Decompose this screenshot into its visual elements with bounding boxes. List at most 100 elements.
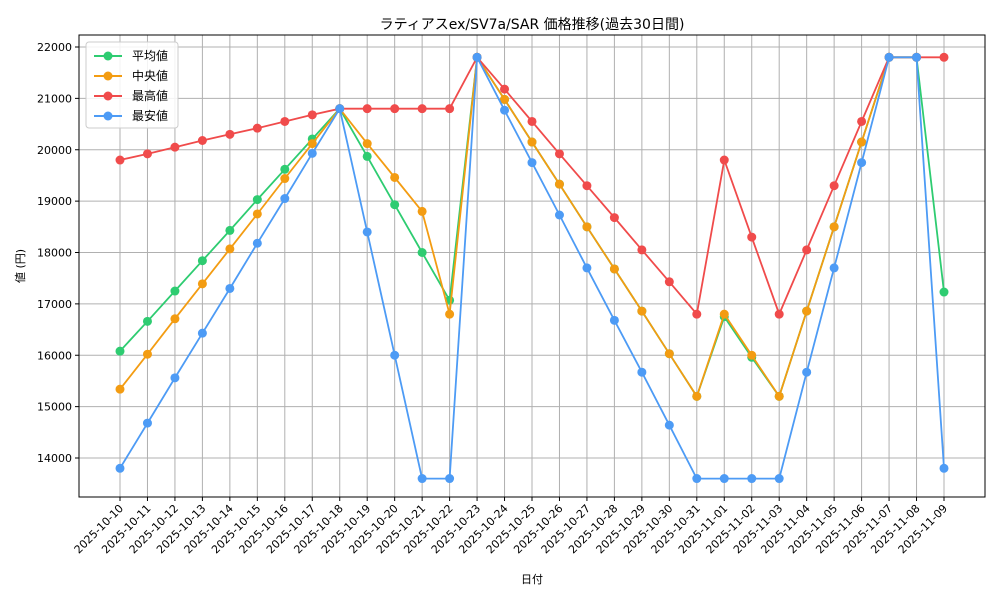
data-point	[527, 116, 537, 126]
data-point	[829, 263, 839, 273]
data-point	[280, 116, 290, 126]
data-point	[307, 148, 317, 158]
data-point	[664, 420, 674, 430]
data-point	[692, 391, 702, 401]
y-tick-label: 19000	[37, 195, 72, 208]
data-point	[719, 155, 729, 165]
data-point	[802, 245, 812, 255]
data-point	[637, 245, 647, 255]
data-point	[500, 105, 510, 115]
data-point	[225, 129, 235, 139]
data-point	[252, 123, 262, 133]
data-point	[307, 110, 317, 120]
data-point	[857, 116, 867, 126]
chart-title: ラティアスex/SV7a/SAR 価格推移(過去30日間)	[380, 17, 685, 33]
legend-box	[85, 41, 179, 129]
data-point	[362, 227, 372, 237]
y-tick-label: 18000	[37, 247, 72, 260]
legend-marker	[103, 91, 113, 101]
data-point	[225, 225, 235, 235]
data-point	[719, 474, 729, 484]
data-point	[390, 200, 400, 210]
data-point	[197, 256, 207, 266]
data-point	[417, 206, 427, 216]
legend-label: 中央値	[132, 68, 168, 83]
data-point	[115, 155, 125, 165]
data-point	[197, 136, 207, 146]
data-point	[692, 474, 702, 484]
data-point	[857, 158, 867, 168]
grid-lines	[79, 35, 985, 497]
data-point	[939, 287, 949, 297]
legend-marker	[103, 51, 113, 61]
data-point	[472, 52, 482, 62]
data-point	[747, 232, 757, 242]
data-point	[774, 474, 784, 484]
data-point	[252, 238, 262, 248]
data-point	[252, 209, 262, 219]
data-point	[664, 277, 674, 287]
data-point	[609, 264, 619, 274]
legend-label: 平均値	[132, 48, 168, 63]
data-point	[390, 104, 400, 114]
y-tick-label: 14000	[37, 452, 72, 465]
series-line	[115, 52, 949, 319]
data-point	[362, 139, 372, 149]
y-tick-label: 17000	[37, 298, 72, 311]
data-point	[417, 248, 427, 257]
data-point	[307, 139, 317, 149]
data-point	[664, 349, 674, 359]
data-point	[170, 286, 180, 296]
data-point	[362, 151, 372, 161]
legend-label: 最高値	[132, 88, 168, 103]
data-point	[417, 104, 427, 114]
data-point	[527, 158, 537, 168]
data-point	[362, 104, 372, 114]
data-point	[142, 349, 152, 359]
data-point	[170, 142, 180, 152]
data-point	[280, 174, 290, 184]
data-point	[115, 346, 125, 356]
data-point	[115, 384, 125, 394]
data-point	[445, 104, 455, 114]
data-point	[335, 104, 345, 114]
data-point	[142, 418, 152, 428]
data-point	[115, 463, 125, 473]
data-point	[170, 314, 180, 324]
data-point	[554, 210, 564, 220]
legend-label: 最安値	[132, 108, 168, 123]
data-point	[582, 222, 592, 232]
data-point	[390, 172, 400, 182]
data-point	[912, 52, 922, 62]
data-point	[609, 315, 619, 325]
data-point	[609, 213, 619, 223]
data-point	[747, 474, 757, 484]
series-line	[115, 52, 949, 484]
data-point	[142, 316, 152, 326]
data-point	[197, 279, 207, 289]
data-point	[829, 181, 839, 191]
y-axis-label: 値 (円)	[14, 249, 27, 283]
data-point	[142, 149, 152, 159]
data-point	[445, 474, 455, 484]
series-path	[119, 54, 917, 399]
data-point	[802, 306, 812, 316]
data-point	[500, 94, 510, 104]
data-point	[445, 309, 455, 319]
data-point	[939, 52, 949, 62]
data-point	[390, 350, 400, 360]
data-point	[225, 244, 235, 254]
y-tick-label: 15000	[37, 401, 72, 414]
y-tick-label: 16000	[37, 349, 72, 362]
data-point	[252, 195, 262, 205]
data-point	[554, 149, 564, 159]
data-point	[829, 222, 839, 232]
y-tick-label: 20000	[37, 144, 72, 157]
data-point	[774, 309, 784, 319]
data-point	[582, 181, 592, 191]
data-point	[637, 367, 647, 377]
data-point	[637, 306, 647, 316]
data-point	[939, 463, 949, 473]
data-point	[527, 137, 537, 147]
